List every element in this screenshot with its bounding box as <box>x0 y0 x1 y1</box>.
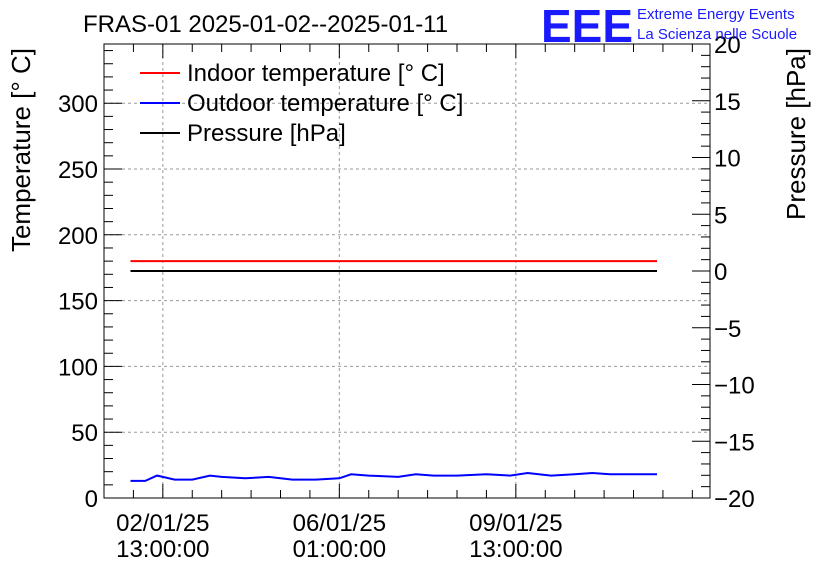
legend-label-1: Outdoor temperature [° C] <box>187 90 463 117</box>
x-tick-label-time: 13:00:00 <box>469 536 562 563</box>
y2-tick-label: 5 <box>714 202 727 229</box>
y2-tick-label: 10 <box>714 146 741 173</box>
x-tick-label-time: 01:00:00 <box>293 536 386 563</box>
y2-tick-label: 20 <box>714 32 741 59</box>
axes: 0 50 100 150 200 250 300 −20 −15 −10 −5 0 5 10 15 20 02/… <box>58 32 755 563</box>
y2-tick-label: 15 <box>714 89 741 116</box>
x-tick-label-time: 13:00:00 <box>116 536 209 563</box>
y2-tick-label: −15 <box>714 429 755 456</box>
y2-axis-label: Pressure [hPa] <box>781 48 811 220</box>
y2-tick-label: −10 <box>714 373 755 400</box>
series-line-1 <box>130 471 657 482</box>
x-tick-label-date: 02/01/25 <box>116 510 209 537</box>
y-tick-label: 200 <box>58 223 98 250</box>
y-tick-label: 50 <box>71 420 98 447</box>
x-tick-label-date: 09/01/25 <box>469 510 562 537</box>
chart-title: FRAS-01 2025-01-02--2025-01-11 <box>83 11 448 38</box>
legend: Indoor temperature [° C] Outdoor temperat… <box>140 60 463 147</box>
grid-lines <box>104 44 710 498</box>
y-tick-label: 100 <box>58 354 98 381</box>
y2-tick-label: 0 <box>714 259 727 286</box>
y2-tick-label: −20 <box>714 486 755 513</box>
y-tick-label: 150 <box>58 289 98 316</box>
y2-tick-label: −5 <box>714 316 741 343</box>
eee-logo: EEE Extreme Energy Events La Scienza nel… <box>541 0 797 52</box>
y-tick-label: 0 <box>85 486 98 513</box>
x-tick-label-date: 06/01/25 <box>293 510 386 537</box>
eee-logo-mark: EEE <box>541 0 633 52</box>
legend-label-0: Indoor temperature [° C] <box>187 60 445 87</box>
eee-logo-line1: Extreme Energy Events <box>637 6 795 23</box>
eee-logo-line2: La Scienza nelle Scuole <box>637 26 797 43</box>
y-tick-label: 300 <box>58 91 98 118</box>
legend-label-2: Pressure [hPa] <box>187 120 346 147</box>
y-axis-label: Temperature [° C] <box>6 48 36 252</box>
y-tick-label: 250 <box>58 157 98 184</box>
series-lines <box>130 260 657 482</box>
